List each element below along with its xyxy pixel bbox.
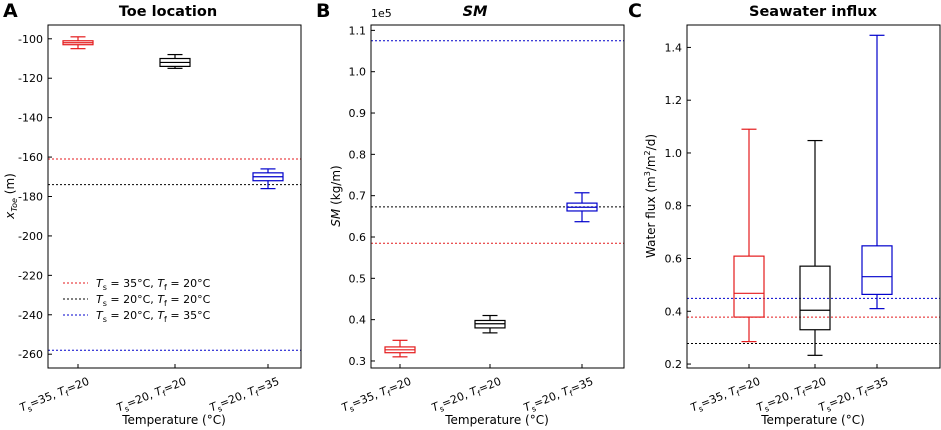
panel-c-reference-lines (687, 297, 940, 344)
panel-a-axes-frame (47, 24, 302, 369)
y-tick-label: -260 (18, 348, 43, 361)
box-3 (252, 168, 284, 190)
y-tick-label: 1.0 (349, 66, 367, 79)
y-tick-label: -240 (18, 309, 43, 322)
y-tick-label: 0.3 (349, 355, 367, 368)
iqr-box (733, 255, 765, 318)
y-tick-label: 0.4 (349, 314, 367, 327)
panel-a-letter: A (3, 0, 18, 22)
panel-a-y-ticks: -100 -120 -140 -160 -180 -200 -220 -240 -260 (18, 33, 52, 361)
y-tick-label: 1.4 (665, 41, 683, 54)
x-tick-label: Ts=35, Tf=20 (18, 375, 92, 417)
panel-b-y-ticks: 0.3 0.4 0.5 0.6 0.7 0.8 0.9 1.0 1.1 (349, 24, 375, 368)
y-tick-label: 1.0 (665, 147, 683, 160)
y-tick-label: -140 (18, 112, 43, 125)
panel-b-ylabel: SM (kg/m) (329, 165, 343, 226)
y-tick-label: -180 (18, 191, 43, 204)
panel-a-xlabel: Temperature (°C) (121, 413, 226, 427)
legend-label-ts35-tf20: Ts = 35°C, Tf = 20°C (96, 277, 211, 292)
box-2 (474, 314, 506, 334)
y-tick-label: -160 (18, 151, 43, 164)
panel-c: C Seawater influx 0.20.40.60.81.01.21.4 … (628, 0, 941, 427)
panel-a-ylabel: xToe (m) (3, 173, 19, 220)
panel-c-y-ticks: 0.2 0.4 0.6 0.8 1.0 1.2 1.4 (665, 41, 691, 371)
box-1 (62, 36, 94, 50)
y-tick-label: 0.4 (665, 305, 683, 318)
y-tick-label: 0.5 (349, 272, 367, 285)
box-1 (384, 339, 416, 358)
panel-c-xlabel: Temperature (°C) (760, 413, 865, 427)
panel-b-offset-text: 1e5 (371, 7, 392, 20)
iqr-box (861, 245, 893, 295)
legend-label-ts20-tf20: Ts = 20°C, Tf = 20°C (96, 293, 211, 308)
panel-c-axes-frame (686, 24, 941, 369)
panel-b-letter: B (316, 0, 330, 22)
panel-c-boxes (733, 34, 893, 356)
x-tick-label: Ts=20, Tf=35 (817, 375, 891, 417)
y-tick-label: -220 (18, 269, 43, 282)
y-tick-label: -120 (18, 72, 43, 85)
x-tick-label: Ts=20, Tf=20 (115, 375, 189, 417)
y-tick-label: 0.6 (349, 231, 367, 244)
panel-b-axes-frame (370, 24, 625, 369)
y-tick-label: 1.2 (665, 94, 683, 107)
y-tick-label: 0.6 (665, 253, 683, 266)
x-tick-label: Ts=20, Tf=20 (755, 375, 829, 417)
y-tick-label: 0.8 (665, 200, 683, 213)
y-tick-label: 0.2 (665, 358, 683, 371)
box-3 (566, 192, 598, 223)
panel-b-x-ticks: Ts=35, Tf=20 Ts=20, Tf=20 Ts=20, Tf=35 (340, 364, 596, 417)
x-tick-label: Ts=20, Tf=35 (522, 375, 596, 417)
y-tick-label: 1.1 (349, 24, 367, 37)
panel-b-boxes (384, 192, 598, 358)
y-tick-label: 0.8 (349, 148, 367, 161)
panel-c-letter: C (628, 0, 642, 22)
iqr-box (799, 265, 831, 331)
panel-b: B SM 1e5 0.3 0.4 0.5 0.6 0.7 0.8 0.9 1.0 1.1 Ts=… (316, 0, 625, 427)
panel-b-reference-lines (371, 40, 624, 244)
panel-a-title: Toe location (119, 4, 217, 20)
box-3 (861, 34, 893, 310)
panel-b-xlabel: Temperature (°C) (444, 413, 549, 427)
box-2 (159, 53, 191, 69)
x-tick-label: Ts=35, Tf=20 (689, 375, 763, 417)
panel-b-title: SM (463, 4, 488, 20)
y-tick-label: -200 (18, 230, 43, 243)
panel-a-legend: Ts = 35°C, Tf = 20°C Ts = 20°C, Tf = 20°… (63, 277, 211, 324)
panel-a-boxes (62, 36, 284, 190)
y-tick-label: 0.7 (349, 190, 367, 203)
panel-c-ylabel: Water flux (m3/m2/d) (643, 134, 658, 258)
panel-c-title: Seawater influx (749, 4, 878, 20)
x-tick-label: Ts=20, Tf=35 (208, 375, 282, 417)
legend-label-ts20-tf35: Ts = 20°C, Tf = 35°C (96, 309, 211, 324)
y-tick-label: 0.9 (349, 107, 367, 120)
panel-a-x-ticks: Ts=35, Tf=20 Ts=20, Tf=20 Ts=20, Tf=35 (18, 364, 282, 417)
x-tick-label: Ts=20, Tf=20 (430, 375, 504, 417)
panel-a: A Toe location -100-120-140-160-180-200-… (3, 0, 302, 427)
box-1 (733, 128, 765, 343)
box-2 (799, 139, 831, 356)
x-tick-label: Ts=35, Tf=20 (340, 375, 414, 417)
y-tick-label: -100 (18, 33, 43, 46)
